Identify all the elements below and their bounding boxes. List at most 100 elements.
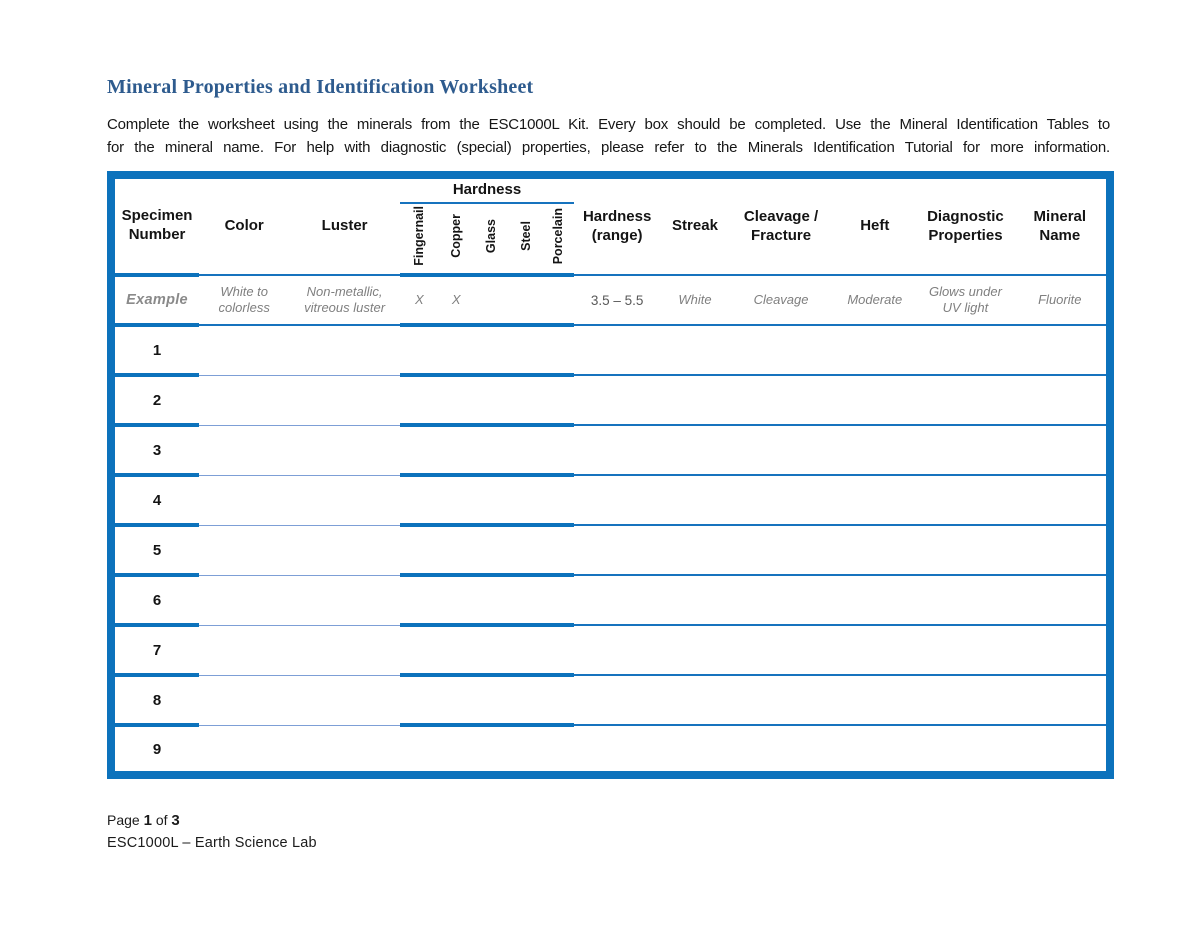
empty-fill-cell[interactable] [832, 525, 918, 577]
empty-fill-cell[interactable] [199, 475, 290, 526]
empty-fill-cell[interactable] [917, 575, 1014, 627]
empty-fill-cell[interactable] [574, 575, 661, 627]
empty-fill-cell[interactable] [473, 325, 509, 378]
empty-fill-cell[interactable] [289, 325, 400, 376]
empty-fill-cell[interactable] [199, 725, 290, 776]
empty-fill-cell[interactable] [574, 525, 661, 577]
empty-fill-cell[interactable] [199, 625, 290, 676]
empty-fill-cell[interactable] [729, 525, 833, 577]
empty-fill-cell[interactable] [729, 475, 833, 527]
empty-fill-cell[interactable] [289, 675, 400, 726]
empty-fill-cell[interactable] [543, 725, 575, 778]
empty-fill-cell[interactable] [660, 525, 730, 577]
empty-fill-cell[interactable] [1013, 725, 1110, 777]
empty-fill-cell[interactable] [508, 425, 544, 478]
empty-fill-cell[interactable] [399, 675, 439, 728]
empty-fill-cell[interactable] [917, 375, 1014, 427]
empty-fill-cell[interactable] [574, 375, 661, 427]
empty-fill-cell[interactable] [543, 675, 575, 728]
empty-fill-cell[interactable] [660, 675, 730, 727]
empty-fill-cell[interactable] [543, 625, 575, 678]
empty-fill-cell[interactable] [199, 325, 290, 376]
empty-fill-cell[interactable] [508, 375, 544, 428]
empty-fill-cell[interactable] [1013, 675, 1110, 727]
empty-fill-cell[interactable] [543, 475, 575, 528]
empty-fill-cell[interactable] [508, 525, 544, 578]
empty-fill-cell[interactable] [1013, 325, 1110, 377]
empty-fill-cell[interactable] [729, 425, 833, 477]
empty-fill-cell[interactable] [473, 425, 509, 478]
empty-fill-cell[interactable] [199, 575, 290, 626]
empty-fill-cell[interactable] [574, 725, 661, 777]
empty-fill-cell[interactable] [399, 525, 439, 578]
empty-fill-cell[interactable] [473, 625, 509, 678]
empty-fill-cell[interactable] [729, 325, 833, 377]
empty-fill-cell[interactable] [917, 475, 1014, 527]
empty-fill-cell[interactable] [574, 675, 661, 727]
empty-fill-cell[interactable] [729, 575, 833, 627]
empty-fill-cell[interactable] [917, 425, 1014, 477]
empty-fill-cell[interactable] [660, 725, 730, 777]
empty-fill-cell[interactable] [543, 325, 575, 378]
empty-fill-cell[interactable] [660, 375, 730, 427]
empty-fill-cell[interactable] [543, 425, 575, 478]
empty-fill-cell[interactable] [574, 425, 661, 477]
empty-fill-cell[interactable] [199, 375, 290, 426]
empty-fill-cell[interactable] [917, 525, 1014, 577]
empty-fill-cell[interactable] [289, 575, 400, 626]
empty-fill-cell[interactable] [473, 475, 509, 528]
empty-fill-cell[interactable] [438, 325, 474, 378]
empty-fill-cell[interactable] [660, 625, 730, 677]
empty-fill-cell[interactable] [917, 725, 1014, 777]
empty-fill-cell[interactable] [289, 625, 400, 676]
empty-fill-cell[interactable] [543, 575, 575, 628]
empty-fill-cell[interactable] [438, 575, 474, 628]
empty-fill-cell[interactable] [473, 575, 509, 628]
empty-fill-cell[interactable] [399, 425, 439, 478]
empty-fill-cell[interactable] [832, 475, 918, 527]
empty-fill-cell[interactable] [832, 375, 918, 427]
empty-fill-cell[interactable] [660, 425, 730, 477]
empty-fill-cell[interactable] [660, 475, 730, 527]
empty-fill-cell[interactable] [289, 475, 400, 526]
empty-fill-cell[interactable] [289, 375, 400, 426]
empty-fill-cell[interactable] [1013, 525, 1110, 577]
empty-fill-cell[interactable] [399, 625, 439, 678]
empty-fill-cell[interactable] [399, 475, 439, 528]
empty-fill-cell[interactable] [832, 425, 918, 477]
empty-fill-cell[interactable] [729, 675, 833, 727]
empty-fill-cell[interactable] [729, 725, 833, 777]
empty-fill-cell[interactable] [399, 575, 439, 628]
empty-fill-cell[interactable] [832, 675, 918, 727]
empty-fill-cell[interactable] [832, 725, 918, 777]
empty-fill-cell[interactable] [199, 525, 290, 576]
empty-fill-cell[interactable] [438, 525, 474, 578]
empty-fill-cell[interactable] [543, 525, 575, 578]
empty-fill-cell[interactable] [473, 525, 509, 578]
empty-fill-cell[interactable] [917, 675, 1014, 727]
empty-fill-cell[interactable] [917, 325, 1014, 377]
empty-fill-cell[interactable] [508, 475, 544, 528]
empty-fill-cell[interactable] [1013, 625, 1110, 677]
empty-fill-cell[interactable] [574, 475, 661, 527]
empty-fill-cell[interactable] [289, 425, 400, 476]
empty-fill-cell[interactable] [199, 675, 290, 726]
empty-fill-cell[interactable] [473, 375, 509, 428]
empty-fill-cell[interactable] [729, 375, 833, 427]
empty-fill-cell[interactable] [289, 725, 400, 776]
empty-fill-cell[interactable] [438, 675, 474, 728]
empty-fill-cell[interactable] [438, 625, 474, 678]
empty-fill-cell[interactable] [1013, 475, 1110, 527]
empty-fill-cell[interactable] [574, 625, 661, 677]
empty-fill-cell[interactable] [574, 325, 661, 377]
empty-fill-cell[interactable] [399, 375, 439, 428]
empty-fill-cell[interactable] [660, 325, 730, 377]
empty-fill-cell[interactable] [543, 375, 575, 428]
empty-fill-cell[interactable] [508, 625, 544, 678]
empty-fill-cell[interactable] [399, 325, 439, 378]
empty-fill-cell[interactable] [1013, 425, 1110, 477]
empty-fill-cell[interactable] [438, 425, 474, 478]
empty-fill-cell[interactable] [289, 525, 400, 576]
empty-fill-cell[interactable] [832, 625, 918, 677]
empty-fill-cell[interactable] [438, 375, 474, 428]
